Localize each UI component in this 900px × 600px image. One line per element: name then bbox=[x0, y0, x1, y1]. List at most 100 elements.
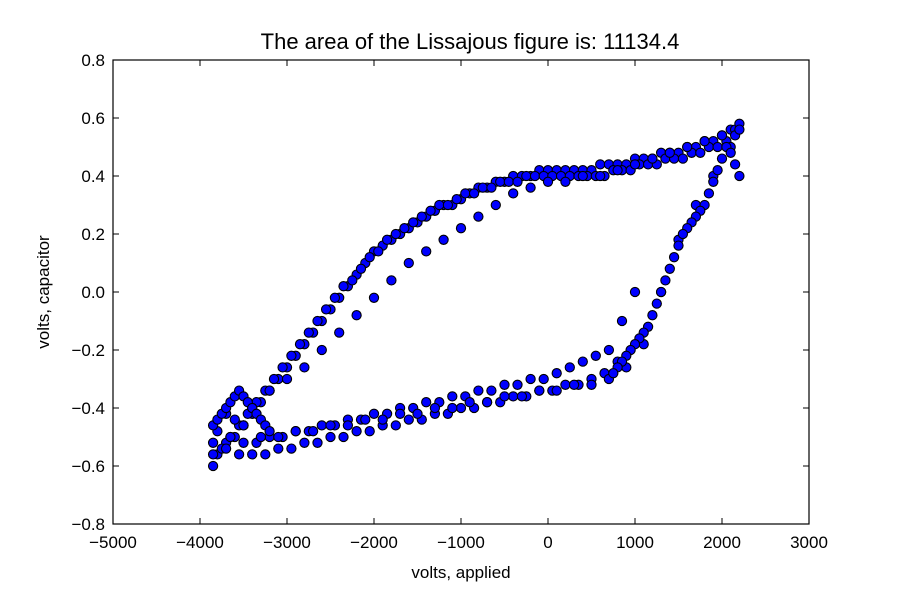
data-point bbox=[390, 420, 401, 431]
y-tick-label: 0.0 bbox=[81, 283, 105, 302]
data-point bbox=[481, 397, 493, 408]
data-point bbox=[416, 211, 427, 222]
x-axis-label: volts, applied bbox=[411, 563, 510, 582]
data-point bbox=[616, 315, 628, 327]
data-point bbox=[664, 147, 675, 158]
data-point bbox=[473, 385, 484, 396]
data-point bbox=[299, 437, 310, 448]
data-point bbox=[325, 431, 336, 443]
data-point bbox=[260, 449, 271, 460]
data-point bbox=[264, 385, 275, 396]
data-point bbox=[560, 176, 571, 187]
data-point bbox=[364, 252, 375, 263]
y-tick-label: 0.6 bbox=[81, 109, 105, 128]
data-point bbox=[455, 402, 467, 414]
data-point bbox=[486, 385, 497, 396]
data-point bbox=[716, 130, 728, 141]
x-tick-label: −4000 bbox=[176, 533, 224, 552]
x-axis-ticks: −5000 −4000 −3000 −2000 −1000 0 1000 2000 3000 bbox=[89, 60, 828, 552]
data-point bbox=[651, 298, 662, 309]
data-point bbox=[403, 257, 414, 269]
data-point bbox=[699, 136, 710, 147]
data-point bbox=[386, 275, 397, 286]
data-point bbox=[725, 147, 736, 158]
data-point bbox=[233, 449, 245, 460]
data-point bbox=[608, 368, 619, 379]
data-point bbox=[351, 310, 362, 321]
data-point bbox=[451, 194, 462, 205]
y-tick-label: −0.8 bbox=[71, 515, 105, 534]
data-point bbox=[664, 263, 675, 274]
data-point bbox=[381, 234, 393, 245]
data-point bbox=[660, 275, 671, 286]
data-point bbox=[716, 153, 728, 164]
data-point bbox=[677, 153, 689, 164]
data-point bbox=[525, 373, 536, 385]
data-point bbox=[490, 199, 501, 211]
data-point bbox=[503, 176, 514, 187]
data-point bbox=[712, 141, 723, 153]
data-point bbox=[577, 356, 588, 367]
data-point bbox=[325, 420, 336, 431]
x-tick-label: −3000 bbox=[263, 533, 311, 552]
data-point bbox=[281, 373, 293, 385]
data-point bbox=[703, 188, 715, 199]
data-point bbox=[368, 408, 380, 419]
y-tick-label: −0.6 bbox=[71, 457, 105, 476]
data-point bbox=[303, 327, 314, 338]
data-point bbox=[495, 176, 506, 187]
data-point bbox=[312, 437, 323, 448]
data-point bbox=[612, 165, 623, 176]
data-point bbox=[695, 147, 706, 158]
data-point bbox=[421, 246, 432, 257]
data-point bbox=[629, 286, 641, 298]
data-point bbox=[455, 223, 467, 234]
data-point bbox=[560, 379, 571, 390]
data-point bbox=[347, 275, 358, 286]
data-point bbox=[255, 431, 267, 443]
y-tick-label: 0.4 bbox=[81, 167, 105, 186]
data-point bbox=[316, 344, 327, 356]
data-point bbox=[207, 449, 219, 460]
data-point bbox=[464, 397, 475, 408]
data-point bbox=[338, 431, 349, 443]
data-point bbox=[225, 431, 236, 443]
y-tick-label: 0.8 bbox=[81, 51, 105, 70]
data-point bbox=[425, 205, 436, 216]
data-point bbox=[277, 362, 288, 373]
data-point bbox=[390, 228, 401, 240]
data-point bbox=[364, 426, 375, 437]
data-point bbox=[590, 350, 601, 361]
data-point bbox=[368, 292, 380, 303]
y-axis-label: volts, capacitor bbox=[34, 235, 53, 349]
data-point bbox=[229, 414, 240, 425]
data-point bbox=[525, 182, 536, 193]
data-point bbox=[734, 124, 745, 135]
data-point bbox=[377, 414, 388, 425]
x-tick-label: 1000 bbox=[616, 533, 654, 552]
data-point bbox=[394, 408, 406, 419]
data-point bbox=[521, 170, 532, 182]
data-point bbox=[477, 182, 488, 193]
data-point bbox=[273, 443, 284, 454]
data-point bbox=[342, 420, 354, 431]
x-tick-label: 3000 bbox=[790, 533, 828, 552]
data-point bbox=[577, 170, 588, 182]
data-point bbox=[734, 170, 745, 182]
data-point bbox=[668, 252, 680, 263]
data-point bbox=[673, 240, 684, 251]
data-point bbox=[729, 159, 741, 170]
y-tick-label: −0.4 bbox=[71, 399, 105, 418]
data-point bbox=[220, 443, 232, 454]
data-point bbox=[712, 165, 723, 176]
data-point bbox=[360, 414, 371, 425]
data-point bbox=[682, 141, 693, 153]
data-point bbox=[408, 217, 419, 228]
data-point bbox=[373, 246, 384, 257]
data-point bbox=[286, 443, 297, 454]
data-point bbox=[677, 228, 689, 240]
data-point bbox=[512, 176, 523, 187]
y-axis-ticks: −0.8 −0.6 −0.4 −0.2 0.0 0.2 0.4 0.6 0.8 bbox=[71, 51, 809, 534]
data-point bbox=[299, 362, 310, 373]
